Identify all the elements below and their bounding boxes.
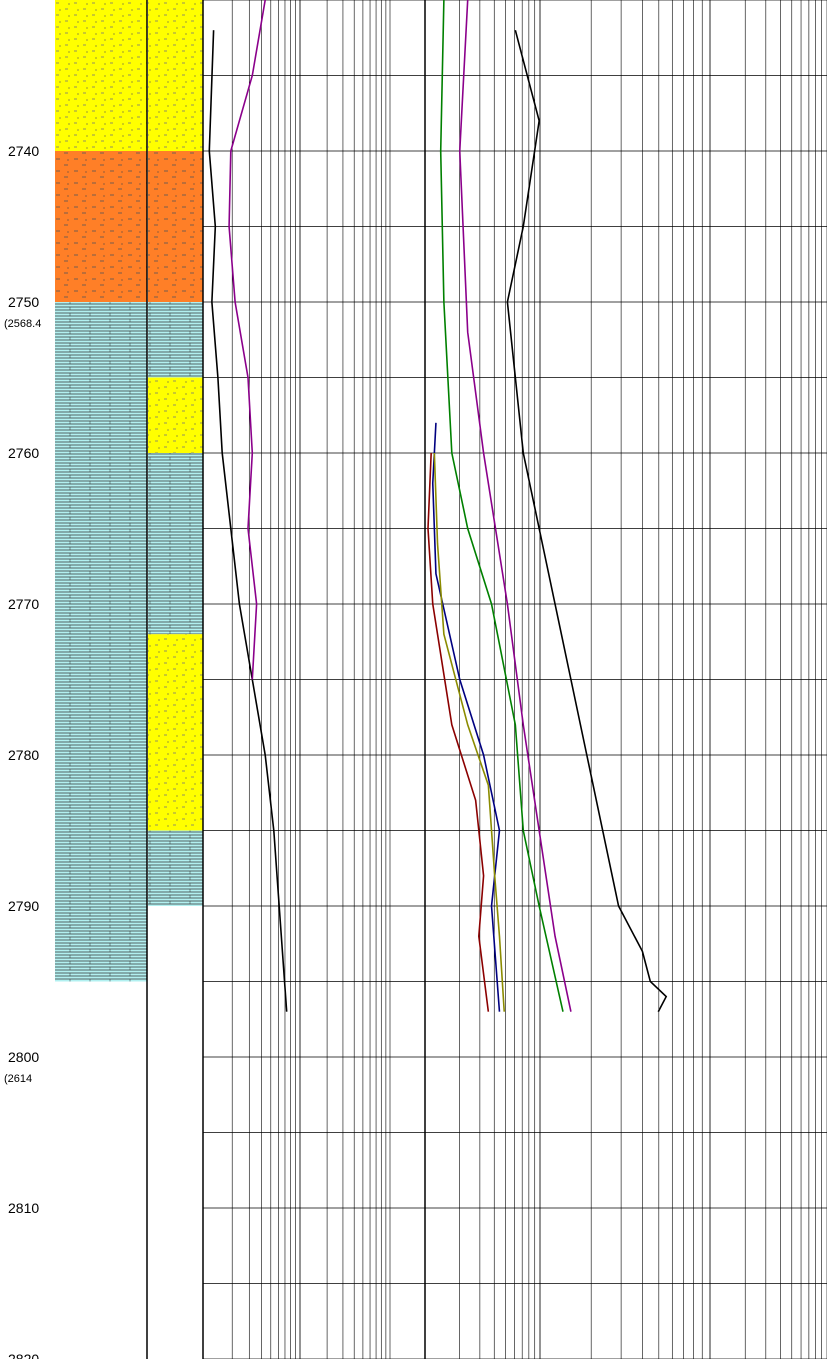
lithology-column-2 [148,0,203,906]
log-curve [458,0,572,1012]
tvd-label: (2568.4 [4,318,41,330]
lithology-interval [148,830,203,906]
log-curve [433,452,506,1012]
lithology-interval [148,302,203,378]
lithology-interval [55,302,147,982]
depth-label: 2800 [8,1049,39,1065]
lithology-column-1 [55,0,147,982]
lithology-interval [55,151,147,302]
depth-label: 2810 [8,1200,39,1216]
depth-axis: 2740 2750 2760 2770 2780 2790 2800 2810 2820 (256… [4,143,41,1359]
depth-label: 2750 [8,294,39,310]
log-curve [427,452,490,1012]
depth-label: 2760 [8,445,39,461]
depth-label: 2740 [8,143,39,159]
lithology-interval [55,0,147,151]
lithology-interval [148,453,203,635]
lithology-interval [148,634,203,831]
depth-label: 2780 [8,747,39,763]
depth-label: 2790 [8,898,39,914]
depth-label: 2820 [8,1351,39,1359]
lithology-interval [148,377,203,453]
lithology-interval [148,0,203,151]
log-curve [431,422,501,1012]
tvd-label: (2614 [4,1073,32,1085]
log-curve [439,0,564,1012]
log-curve [506,29,668,1013]
log-grid [202,0,827,1359]
lithology-interval [148,151,203,302]
log-curve [228,0,266,680]
depth-label: 2770 [8,596,39,612]
log-curve [208,30,288,1012]
log-curves [208,0,668,1013]
